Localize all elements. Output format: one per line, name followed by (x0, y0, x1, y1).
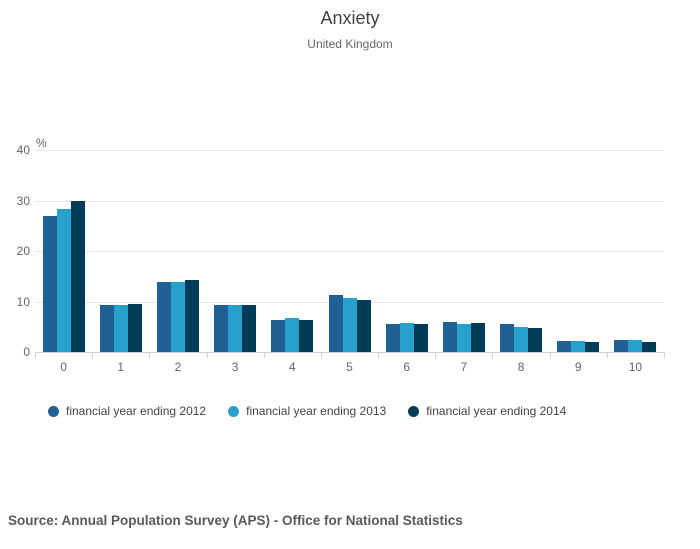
bar-7-series-3[interactable] (471, 323, 485, 352)
legend-item-3[interactable]: financial year ending 2014 (408, 404, 566, 418)
bar-10-series-2[interactable] (628, 340, 642, 352)
x-tick-label-9: 9 (574, 360, 582, 374)
bar-0-series-3[interactable] (71, 201, 85, 352)
bar-6-series-3[interactable] (414, 324, 428, 352)
legend-label: financial year ending 2012 (66, 404, 207, 418)
bar-3-series-2[interactable] (228, 304, 242, 352)
bar-8-series-3[interactable] (528, 328, 542, 352)
gridline-y-30 (35, 200, 664, 202)
legend-label: financial year ending 2013 (246, 404, 387, 418)
bar-3-series-3[interactable] (242, 304, 256, 352)
bar-2-series-3[interactable] (185, 279, 199, 352)
legend-marker-icon (408, 405, 420, 417)
x-tick-mark (149, 352, 150, 358)
x-tick-mark (321, 352, 322, 358)
y-tick-label: 40 (16, 143, 30, 157)
bar-2-series-2[interactable] (171, 281, 185, 352)
x-tick-mark (378, 352, 379, 358)
chart-subtitle: United Kingdom (307, 37, 393, 51)
bar-1-series-2[interactable] (114, 305, 128, 352)
bar-4-series-1[interactable] (271, 319, 285, 352)
x-tick-mark (607, 352, 608, 358)
x-tick-label-3: 3 (231, 360, 239, 374)
source-text: Source: Annual Population Survey (APS) -… (8, 513, 463, 528)
bar-7-series-2[interactable] (457, 323, 471, 352)
bar-4-series-3[interactable] (299, 319, 313, 352)
bar-8-series-2[interactable] (514, 326, 528, 352)
bar-6-series-1[interactable] (386, 323, 400, 352)
x-tick-mark (550, 352, 551, 358)
x-tick-label-7: 7 (460, 360, 468, 374)
y-axis-unit-label: % (36, 136, 47, 150)
x-tick-mark (492, 352, 493, 358)
bar-1-series-3[interactable] (128, 304, 142, 352)
bar-4-series-2[interactable] (285, 318, 299, 352)
bar-5-series-3[interactable] (357, 300, 371, 352)
bar-7-series-1[interactable] (443, 322, 457, 352)
chart-title: Anxiety (320, 8, 380, 28)
bar-10-series-1[interactable] (614, 339, 628, 352)
bar-10-series-3[interactable] (642, 342, 656, 352)
bar-8-series-1[interactable] (500, 324, 514, 352)
x-tick-label-0: 0 (60, 360, 67, 374)
x-tick-mark (207, 352, 208, 358)
bar-5-series-2[interactable] (343, 298, 357, 352)
bar-9-series-2[interactable] (571, 340, 585, 352)
bar-5-series-1[interactable] (329, 294, 343, 352)
gridline-y-40 (35, 150, 664, 151)
x-tick-label-1: 1 (117, 360, 125, 374)
x-tick-label-5: 5 (346, 360, 353, 374)
x-tick-label-10: 10 (628, 360, 643, 374)
y-tick-label: 10 (16, 294, 30, 309)
gridline-y-20 (35, 251, 664, 252)
x-axis-line (35, 352, 664, 353)
bar-9-series-3[interactable] (585, 342, 599, 352)
legend-item-2[interactable]: financial year ending 2013 (228, 404, 386, 418)
legend-marker-icon (228, 405, 240, 417)
y-tick-label: 20 (16, 244, 30, 258)
y-tick-label: 0 (23, 345, 30, 359)
y-tick-label: 30 (16, 193, 30, 208)
legend-label: financial year ending 2014 (426, 404, 567, 418)
x-tick-mark (264, 352, 265, 358)
x-tick-mark (92, 352, 93, 358)
x-tick-label-8: 8 (517, 360, 525, 374)
plot-area: % 0 10 20 30 40 0 1 2 3 4 5 6 7 8 9 10 (17, 136, 665, 374)
x-tick-mark (35, 352, 36, 358)
bar-0-series-2[interactable] (57, 208, 71, 352)
x-tick-mark (435, 352, 436, 358)
x-tick-mark (664, 352, 665, 358)
bar-2-series-1[interactable] (157, 282, 171, 352)
bar-9-series-1[interactable] (557, 341, 571, 352)
bar-6-series-2[interactable] (400, 322, 414, 352)
bar-1-series-1[interactable] (100, 305, 114, 352)
legend-marker-icon (48, 405, 59, 417)
x-tick-label-2: 2 (174, 360, 182, 374)
bar-3-series-1[interactable] (214, 304, 228, 352)
legend: financial year ending 2012 financial year… (48, 404, 566, 418)
x-tick-label-6: 6 (403, 360, 411, 374)
x-tick-label-4: 4 (288, 360, 296, 374)
bar-0-series-1[interactable] (43, 215, 57, 352)
legend-item-1[interactable]: financial year ending 2012 (48, 404, 206, 418)
